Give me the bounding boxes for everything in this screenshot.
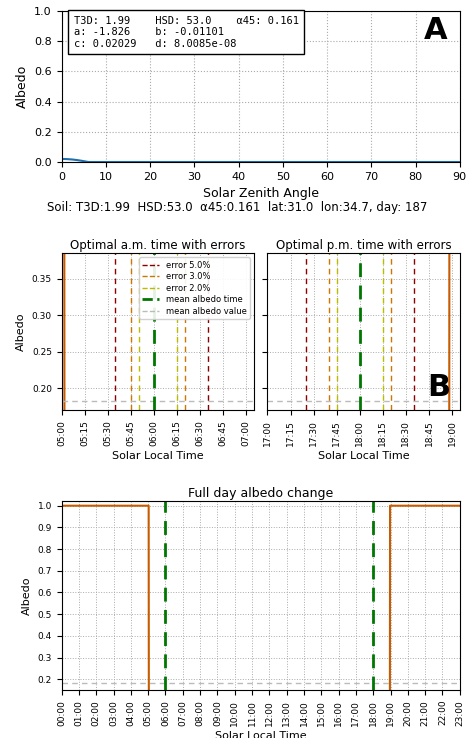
Title: Optimal p.m. time with errors: Optimal p.m. time with errors [276,239,451,252]
Y-axis label: Albedo: Albedo [22,576,32,615]
Text: T3D: 1.99    HSD: 53.0    α45: 0.161
a: -1.826    b: -0.01101
c: 0.02029   d: 8.: T3D: 1.99 HSD: 53.0 α45: 0.161 a: -1.826… [73,15,299,49]
Legend: error 5.0%, error 3.0%, error 2.0%, mean albedo time, mean albedo value: error 5.0%, error 3.0%, error 2.0%, mean… [139,258,250,319]
Title: Full day albedo change: Full day albedo change [188,487,333,500]
Title: Optimal a.m. time with errors: Optimal a.m. time with errors [70,239,246,252]
Text: Soil: T3D:1.99  HSD:53.0  α45:0.161  lat:31.0  lon:34.7, day: 187: Soil: T3D:1.99 HSD:53.0 α45:0.161 lat:31… [47,201,427,214]
Text: A: A [424,15,448,44]
X-axis label: Solar Local Time: Solar Local Time [215,731,307,738]
X-axis label: Solar Local Time: Solar Local Time [112,452,204,461]
X-axis label: Solar Local Time: Solar Local Time [318,452,410,461]
Y-axis label: Albedo: Albedo [16,312,26,351]
Text: B: B [427,373,450,402]
X-axis label: Solar Zenith Angle: Solar Zenith Angle [203,187,319,200]
Y-axis label: Albedo: Albedo [16,65,28,108]
